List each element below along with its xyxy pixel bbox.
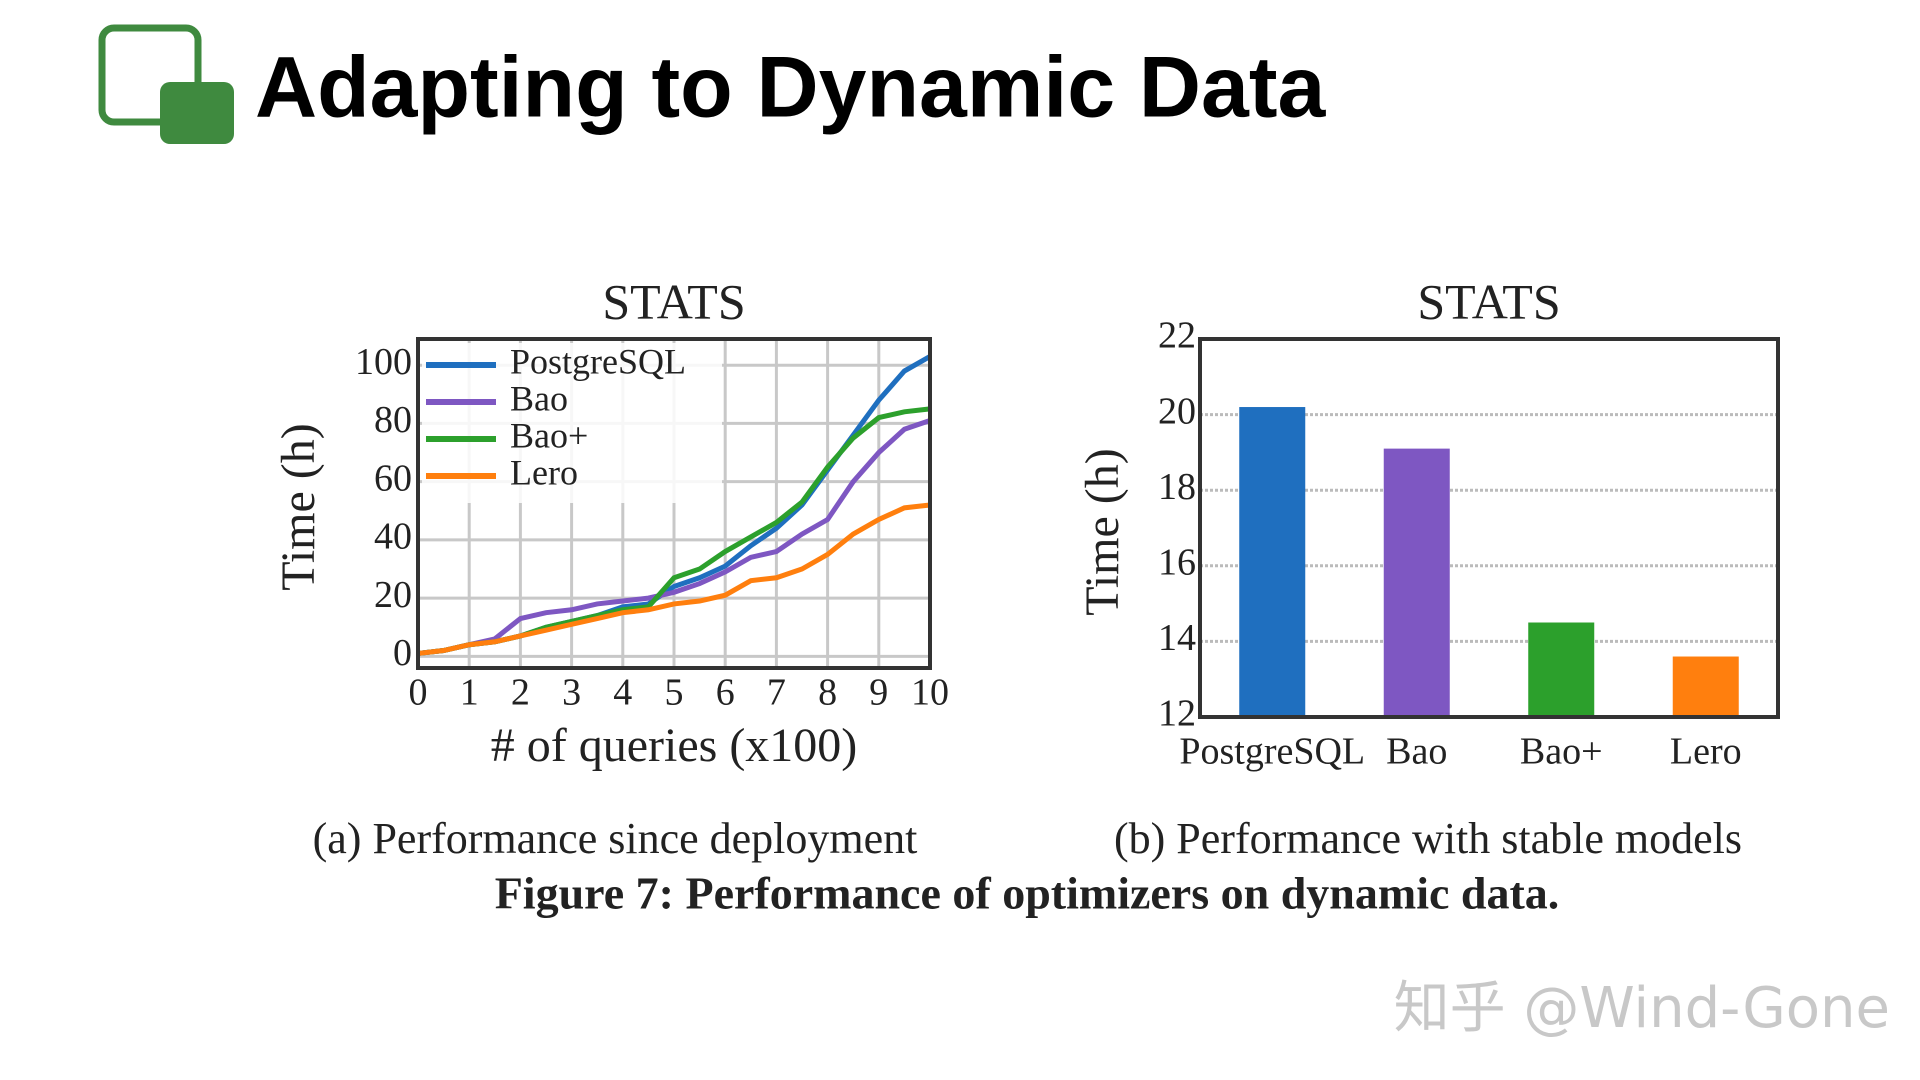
y-tick-label: 100 bbox=[355, 341, 412, 383]
x-tick-label: Bao bbox=[1386, 731, 1447, 773]
x-tick-label: 4 bbox=[613, 672, 632, 714]
y-tick-label: 22 bbox=[1158, 315, 1196, 357]
bar bbox=[1239, 407, 1306, 717]
x-tick-label: 10 bbox=[911, 672, 949, 714]
data-line bbox=[417, 502, 931, 656]
legend-text: Bao+ bbox=[510, 415, 588, 455]
x-tick-label: Lero bbox=[1670, 731, 1742, 773]
x-tick-label: 2 bbox=[511, 672, 530, 714]
x-tick-label: 3 bbox=[562, 672, 581, 714]
data-line bbox=[417, 418, 931, 656]
x-tick-label: 7 bbox=[767, 672, 786, 714]
y-tick-label: 60 bbox=[374, 457, 412, 499]
x-tick-label: 8 bbox=[818, 672, 837, 714]
y-tick-label: 0 bbox=[393, 632, 412, 674]
chart-title: STATS bbox=[1417, 273, 1560, 329]
y-axis-label: Time (h) bbox=[272, 423, 325, 591]
x-tick-label: 5 bbox=[665, 672, 684, 714]
x-tick-label: 9 bbox=[869, 672, 888, 714]
legend-text: Lero bbox=[510, 452, 578, 492]
logo-outline bbox=[98, 24, 202, 126]
legend-text: Bao bbox=[510, 378, 568, 418]
plot-frame bbox=[416, 337, 932, 670]
y-axis-label: Time (h) bbox=[1076, 448, 1129, 616]
bar bbox=[1383, 448, 1450, 717]
y-tick-label: 20 bbox=[1158, 390, 1196, 432]
bar bbox=[1528, 622, 1595, 717]
slide-title: Adapting to Dynamic Data bbox=[255, 40, 1327, 136]
y-tick-label: 80 bbox=[374, 399, 412, 441]
logo-fill bbox=[160, 82, 234, 144]
y-tick-label: 40 bbox=[374, 516, 412, 558]
watermark: 知乎 @Wind-Gone bbox=[1394, 976, 1890, 1041]
y-tick-label: 12 bbox=[1158, 693, 1196, 735]
x-tick-label: 6 bbox=[716, 672, 735, 714]
x-tick-label: Bao+ bbox=[1520, 731, 1603, 773]
y-tick-label: 14 bbox=[1158, 617, 1196, 659]
chart-title: STATS bbox=[602, 273, 745, 329]
subcaption: (b) Performance with stable models bbox=[1114, 814, 1742, 863]
y-tick-label: 20 bbox=[374, 574, 412, 616]
x-tick-label: 1 bbox=[460, 672, 479, 714]
legend-text: PostgreSQL bbox=[510, 341, 686, 381]
figure-caption: Figure 7: Performance of optimizers on d… bbox=[495, 868, 1560, 919]
bar bbox=[1672, 656, 1739, 717]
x-tick-label: 0 bbox=[409, 672, 428, 714]
y-tick-label: 16 bbox=[1158, 542, 1196, 584]
x-axis-label: # of queries (x100) bbox=[491, 719, 858, 772]
plot-frame bbox=[1198, 337, 1780, 719]
x-tick-label: PostgreSQL bbox=[1179, 731, 1365, 773]
y-tick-label: 18 bbox=[1158, 466, 1196, 508]
subcaption: (a) Performance since deployment bbox=[313, 814, 918, 863]
